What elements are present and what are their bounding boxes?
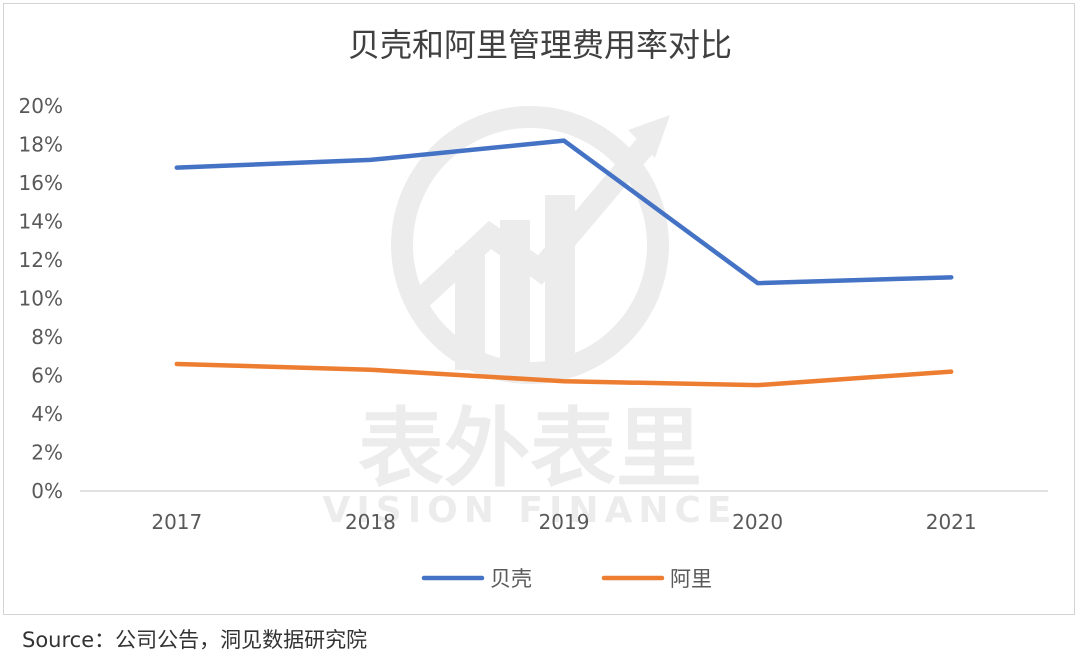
legend: 贝壳 阿里 — [421, 567, 712, 591]
y-tick-label: 14% — [19, 210, 63, 234]
legend-label: 阿里 — [670, 567, 712, 591]
x-axis: 2017 2018 2019 2020 2021 — [80, 490, 1048, 534]
y-tick-label: 8% — [31, 325, 63, 349]
y-axis: 0% 2% 4% 6% 8% 10% 12% 14% 16% 18% 20% — [19, 94, 63, 503]
x-tick-label: 2018 — [345, 510, 396, 534]
y-tick-label: 18% — [19, 133, 63, 157]
series-layer — [174, 138, 954, 388]
legend-label: 贝壳 — [490, 567, 532, 591]
watermark-logo — [391, 106, 670, 384]
x-tick-label: 2019 — [539, 510, 590, 534]
y-tick-label: 2% — [31, 441, 63, 465]
y-tick-label: 10% — [19, 287, 63, 311]
y-tick-label: 12% — [19, 248, 63, 272]
series-line-1 — [174, 138, 954, 286]
series-line-2 — [174, 361, 954, 388]
y-tick-label: 6% — [31, 364, 63, 388]
watermark-text: 表外表里 — [358, 399, 702, 499]
source-note: Source：公司公告，洞见数据研究院 — [22, 628, 368, 652]
y-tick-label: 16% — [19, 171, 63, 195]
chart-title: 贝壳和阿里管理费用率对比 — [348, 26, 732, 64]
line-chart: 表外表里 VISION FINANCE 贝壳和阿里管理费用率对比 0% 2% 4% 6… — [19, 26, 1048, 591]
x-tick-label: 2020 — [732, 510, 783, 534]
chart-frame — [3, 3, 1075, 615]
x-tick-label: 2017 — [151, 510, 202, 534]
y-tick-label: 0% — [31, 479, 63, 503]
x-tick-label: 2021 — [926, 510, 977, 534]
watermark-subtext: VISION FINANCE — [323, 490, 738, 531]
y-tick-label: 4% — [31, 402, 63, 426]
y-tick-label: 20% — [19, 94, 63, 118]
